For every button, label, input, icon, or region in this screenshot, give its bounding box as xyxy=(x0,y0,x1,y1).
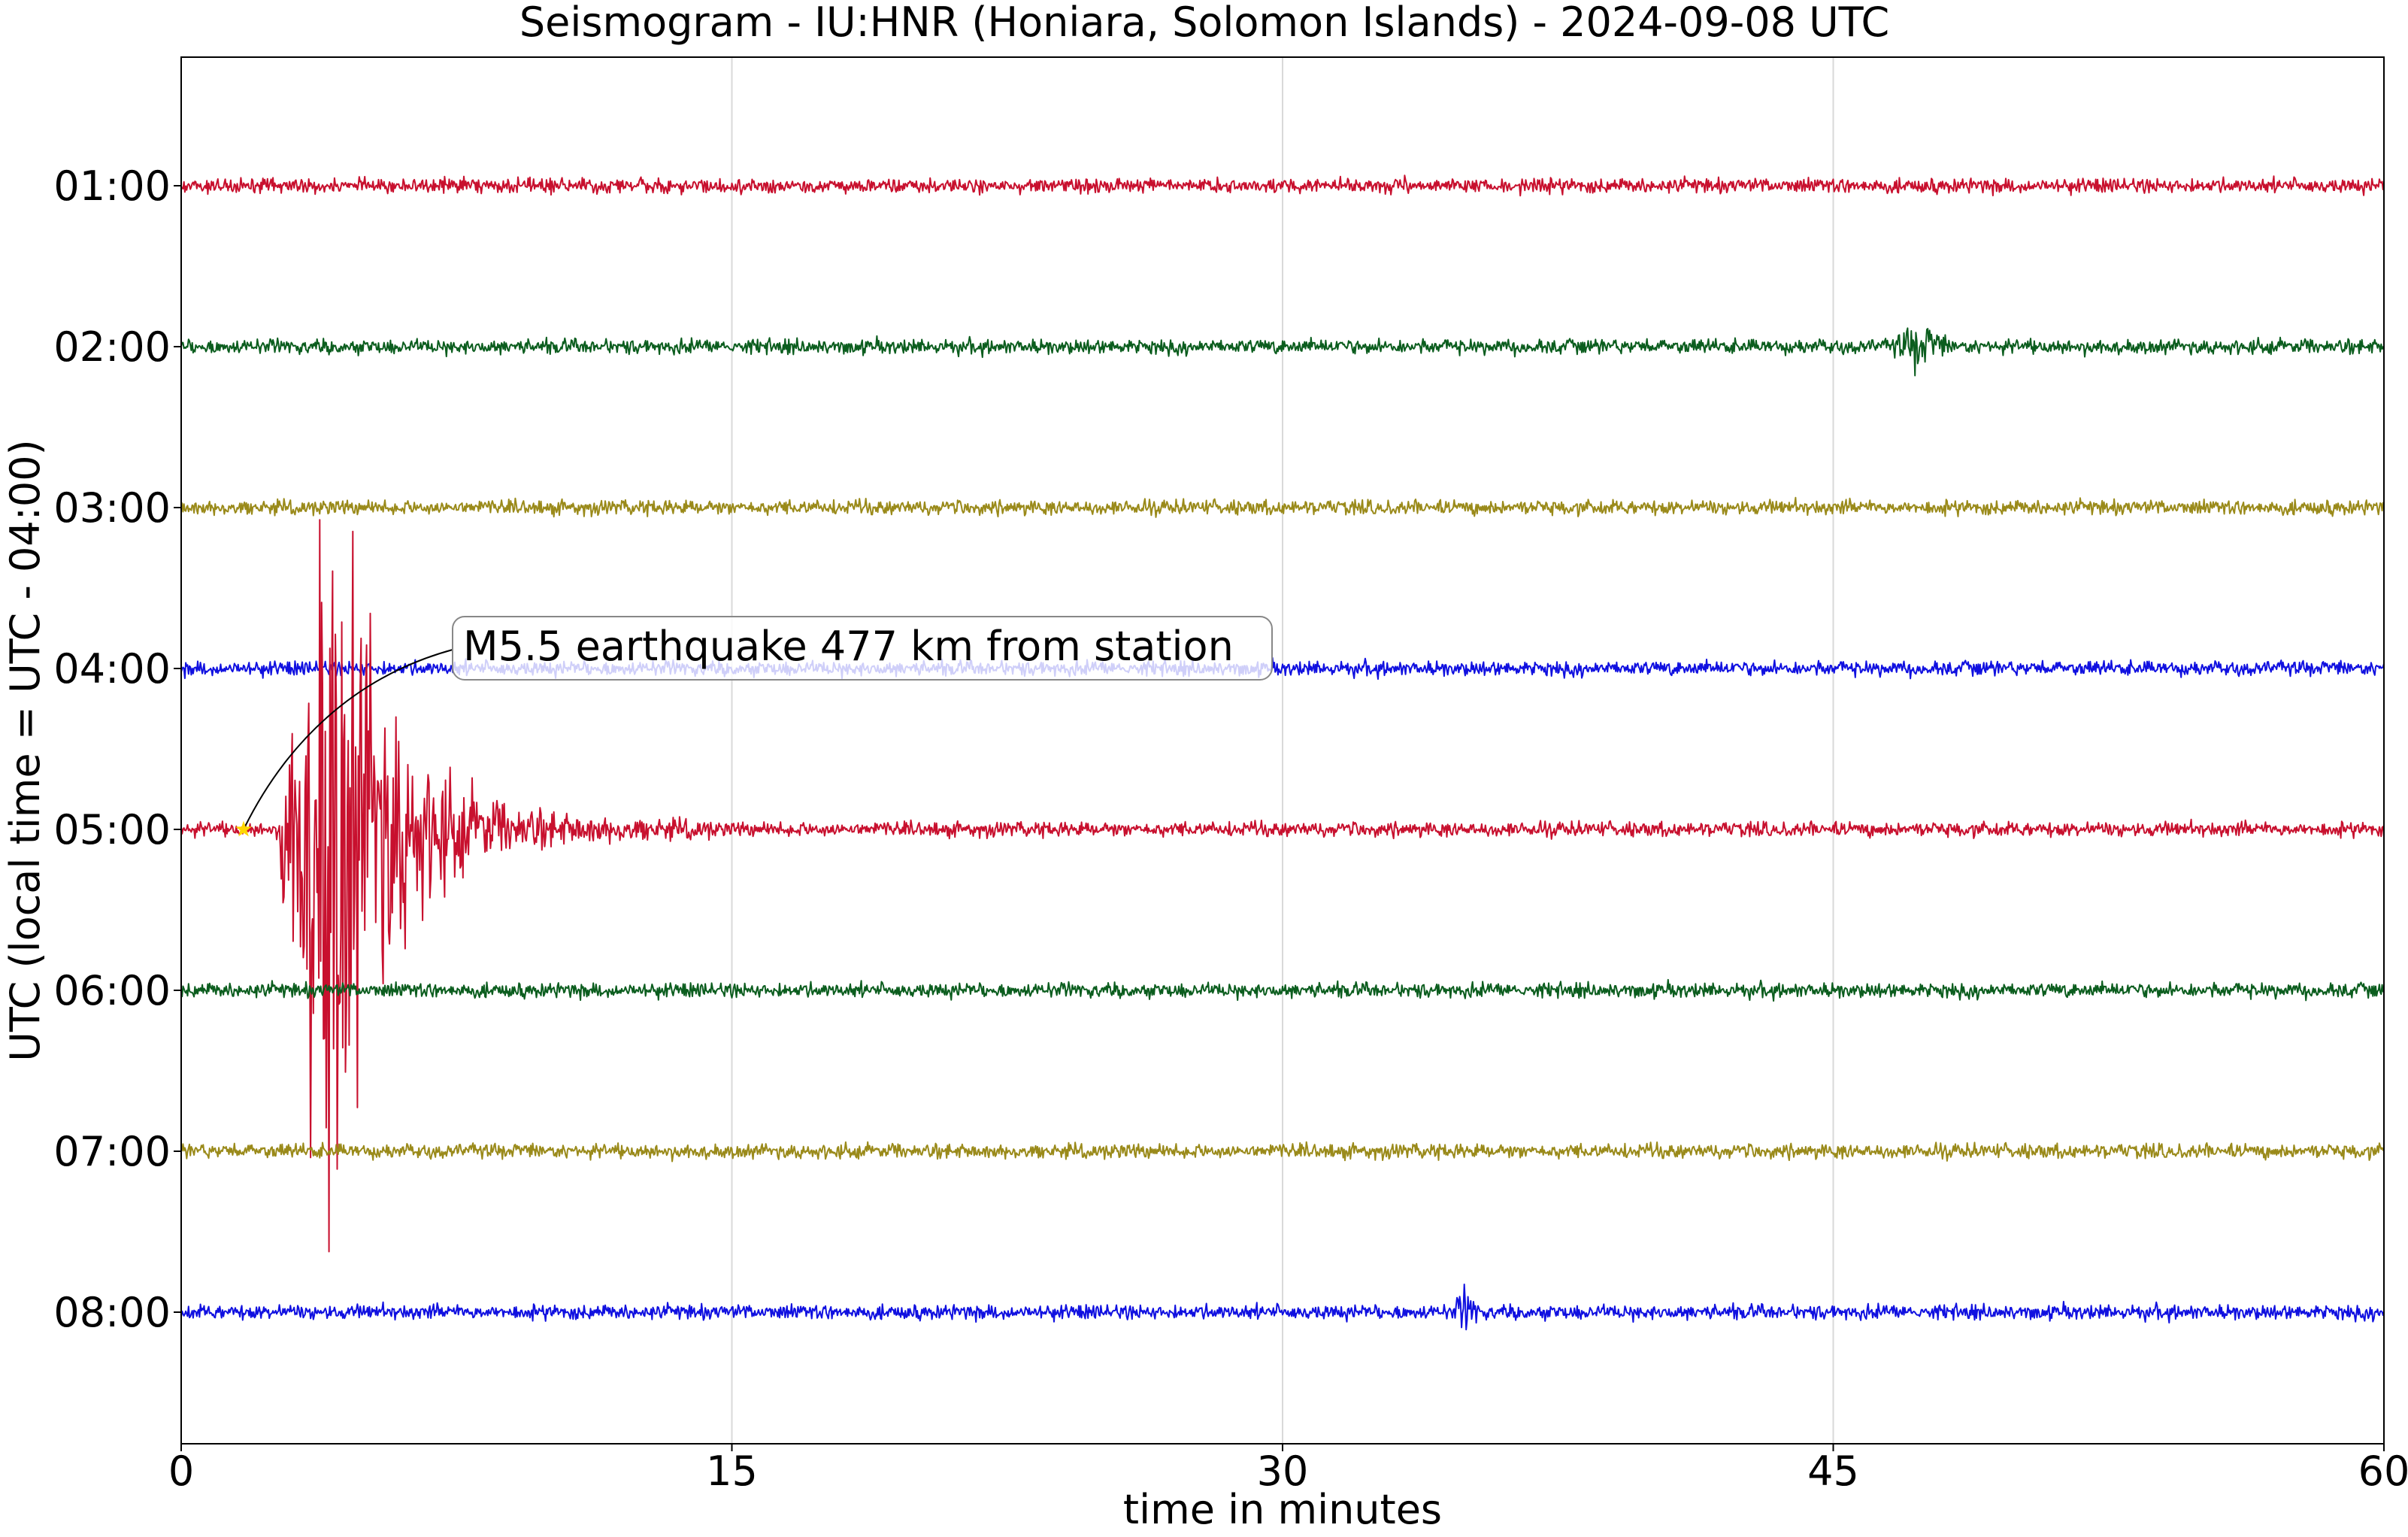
y-tick-label: 08:00 xyxy=(53,1289,171,1336)
y-tick-label: 06:00 xyxy=(53,967,171,1014)
annotation-box xyxy=(452,616,1273,681)
x-axis-label: time in minutes xyxy=(1123,1486,1442,1533)
x-tick-label: 15 xyxy=(706,1448,758,1495)
grid-lines xyxy=(731,57,1834,1444)
trace-line xyxy=(180,174,2385,197)
trace-line xyxy=(180,496,2385,518)
y-tick-label: 03:00 xyxy=(53,484,171,532)
trace-line xyxy=(180,1284,2385,1331)
x-tick-label: 30 xyxy=(1257,1448,1309,1495)
y-tick-label: 04:00 xyxy=(53,645,171,693)
x-axis: 0 15 30 45 60 xyxy=(168,1444,2408,1495)
chart-title: Seismogram - IU:HNR (Honiara, Solomon Is… xyxy=(519,0,1889,46)
trace-line xyxy=(180,327,2385,377)
trace-line xyxy=(180,1141,2385,1163)
x-tick-label: 0 xyxy=(168,1448,194,1495)
trace-line xyxy=(180,978,2385,1002)
annotation-connector xyxy=(244,649,453,829)
y-tick-label: 02:00 xyxy=(53,323,171,371)
event-star-marker xyxy=(235,820,252,837)
y-tick-label: 01:00 xyxy=(53,162,171,210)
y-tick-label: 07:00 xyxy=(53,1128,171,1175)
trace-line xyxy=(180,519,2385,1253)
y-tick-label: 05:00 xyxy=(53,806,171,853)
annotation: M5.5 earthquake 477 km from station xyxy=(235,616,1273,837)
x-tick-label: 45 xyxy=(1807,1448,1859,1495)
y-axis: 01:00 02:00 03:00 04:00 05:00 06:00 07:00 08:00 xyxy=(53,162,181,1336)
y-axis-label: UTC (local time = UTC - 04:00) xyxy=(2,439,49,1061)
x-tick-label: 60 xyxy=(2358,1448,2408,1495)
annotation-text: M5.5 earthquake 477 km from station xyxy=(463,623,1234,670)
